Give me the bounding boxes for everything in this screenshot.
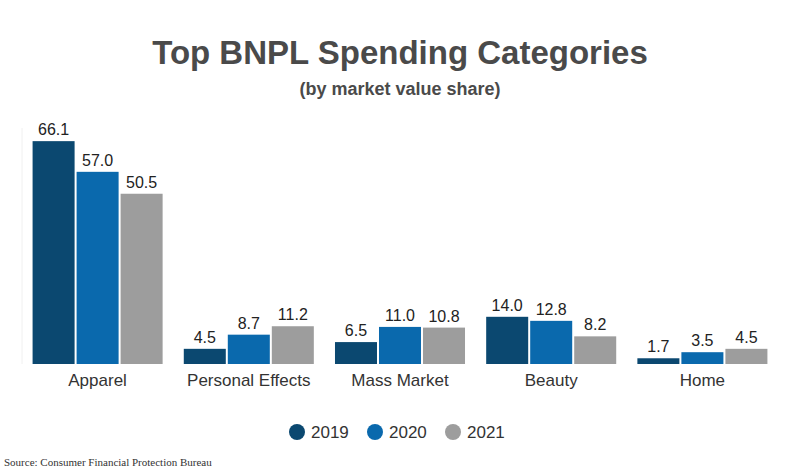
legend: 2019 2020 2021 — [289, 423, 505, 442]
data-labels: 66.1 57.0 50.5 4.5 8.7 11.2 6.5 11.0 10.8 14.0 12.… — [38, 121, 758, 355]
legend-marker — [289, 424, 305, 440]
source: Source: Consumer Financial Protection Bu… — [4, 456, 212, 468]
x-tick-label: Beauty — [525, 371, 578, 390]
data-label: 14.0 — [492, 297, 523, 314]
background — [0, 0, 800, 473]
data-label: 8.7 — [238, 315, 260, 332]
legend-label: 2019 — [311, 423, 349, 442]
legend-label: 2020 — [389, 423, 427, 442]
bar — [486, 317, 528, 364]
data-label: 3.5 — [691, 332, 713, 349]
x-tick-label: Apparel — [68, 371, 127, 390]
data-label: 11.2 — [278, 306, 308, 323]
bars — [33, 141, 768, 364]
chart: Top BNPL Spending Categories (by market v… — [0, 0, 800, 473]
bar — [228, 335, 270, 364]
bar — [335, 342, 377, 364]
x-tick-label: Mass Market — [351, 371, 449, 390]
data-label: 66.1 — [38, 121, 69, 138]
bar — [33, 141, 75, 364]
data-label: 57.0 — [82, 152, 113, 169]
bar — [725, 349, 767, 364]
subtitle: (by market value share) — [299, 79, 500, 99]
data-label: 4.5 — [735, 329, 757, 346]
bar — [681, 352, 723, 364]
data-label: 4.5 — [194, 329, 216, 346]
data-label: 6.5 — [345, 322, 367, 339]
bar — [637, 358, 679, 364]
data-label: 12.8 — [536, 301, 567, 318]
bar — [184, 349, 226, 364]
data-label: 50.5 — [126, 174, 157, 191]
bar — [272, 326, 314, 364]
data-label: 8.2 — [584, 316, 606, 333]
data-label: 10.8 — [428, 308, 459, 325]
legend-marker — [445, 424, 461, 440]
bar — [423, 328, 465, 364]
bar — [77, 172, 119, 364]
data-label: 11.0 — [385, 307, 415, 324]
bar — [379, 327, 421, 364]
legend-marker — [367, 424, 383, 440]
bar — [121, 194, 163, 364]
y-axis-line — [22, 128, 23, 364]
x-tick-label: Home — [680, 371, 725, 390]
bar — [530, 321, 572, 364]
bar — [574, 336, 616, 364]
data-label: 1.7 — [647, 338, 669, 355]
title: Top BNPL Spending Categories — [152, 34, 648, 71]
legend-label: 2021 — [467, 423, 505, 442]
x-tick-label: Personal Effects — [187, 371, 310, 390]
